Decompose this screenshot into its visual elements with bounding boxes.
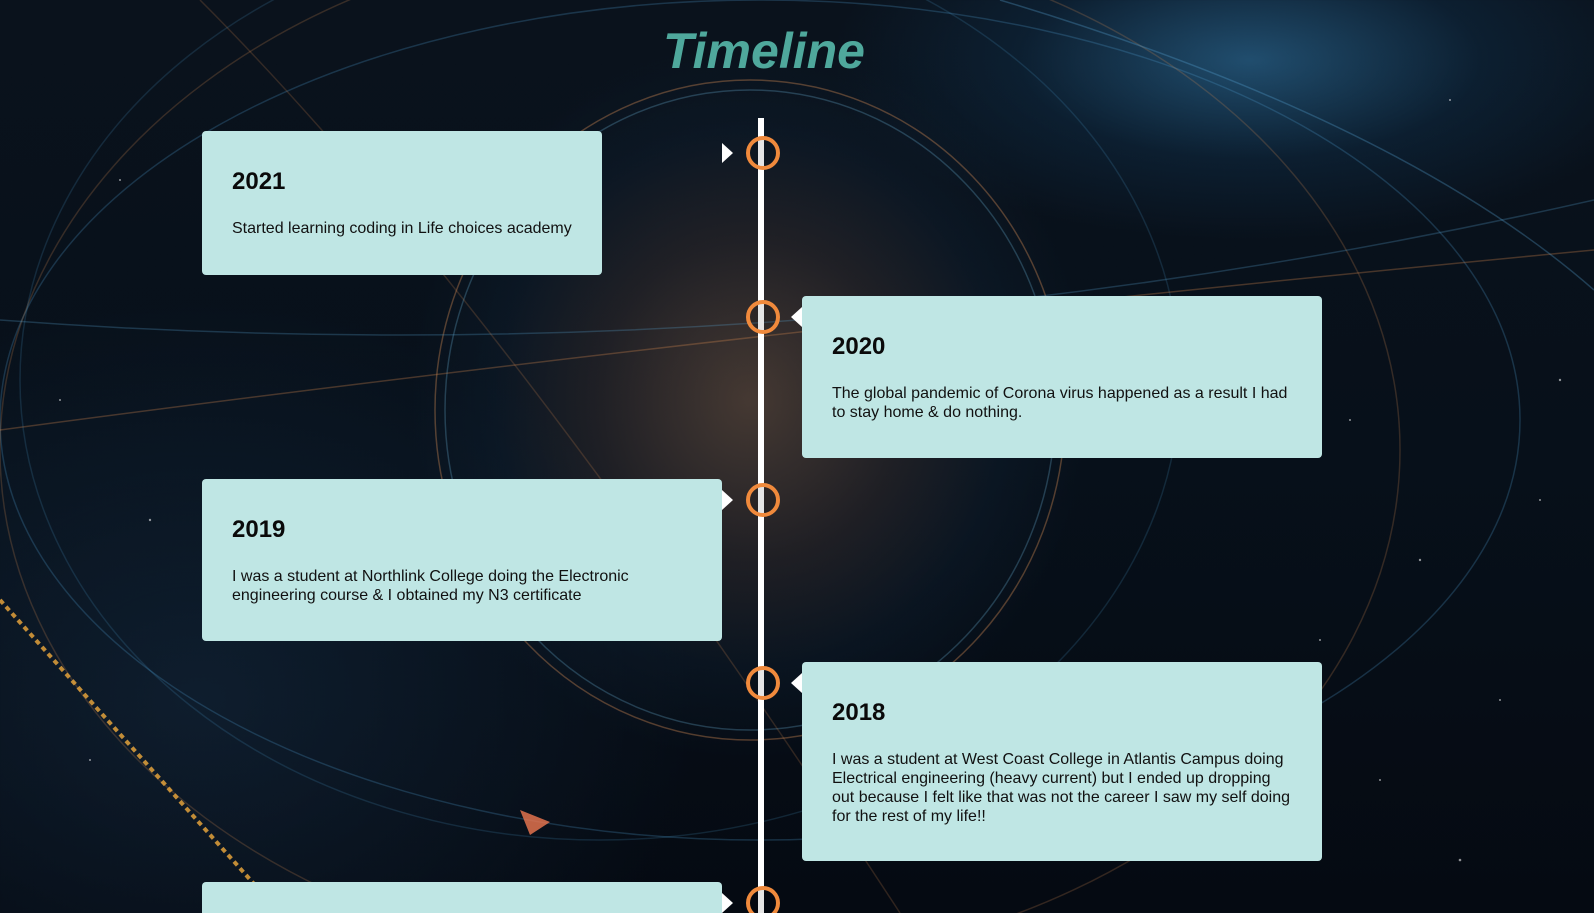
timeline-pointer-arrow bbox=[722, 893, 733, 913]
timeline-card-partial bbox=[202, 882, 722, 913]
timeline-card-year: 2018 bbox=[832, 699, 886, 726]
timeline-node bbox=[746, 666, 780, 700]
timeline-pointer-arrow bbox=[722, 490, 733, 510]
timeline-pointer-arrow bbox=[791, 307, 802, 327]
timeline-card-2019: 2019 I was a student at Northlink Colleg… bbox=[202, 479, 722, 641]
timeline-pointer-arrow bbox=[722, 143, 733, 163]
timeline-card-text: The global pandemic of Corona virus happ… bbox=[832, 385, 1288, 421]
timeline-card-2018: 2018 I was a student at West Coast Colle… bbox=[802, 662, 1322, 861]
timeline-card-2021: 2021 Started learning coding in Life cho… bbox=[202, 131, 602, 275]
timeline-node bbox=[746, 136, 780, 170]
timeline-card-text: I was a student at West Coast College in… bbox=[832, 751, 1291, 825]
timeline-node bbox=[746, 886, 780, 913]
timeline-node bbox=[746, 483, 780, 517]
timeline-card-text: I was a student at Northlink College doi… bbox=[232, 568, 629, 604]
timeline-pointer-arrow bbox=[791, 673, 802, 693]
timeline-card-year: 2021 bbox=[232, 168, 286, 195]
timeline-card-year: 2019 bbox=[232, 516, 286, 543]
page-title: Timeline bbox=[663, 23, 865, 79]
timeline-node bbox=[746, 300, 780, 334]
timeline-card-year: 2020 bbox=[832, 333, 886, 360]
timeline-card-2020: 2020 The global pandemic of Corona virus… bbox=[802, 296, 1322, 458]
timeline-card-text: Started learning coding in Life choices … bbox=[232, 220, 572, 237]
